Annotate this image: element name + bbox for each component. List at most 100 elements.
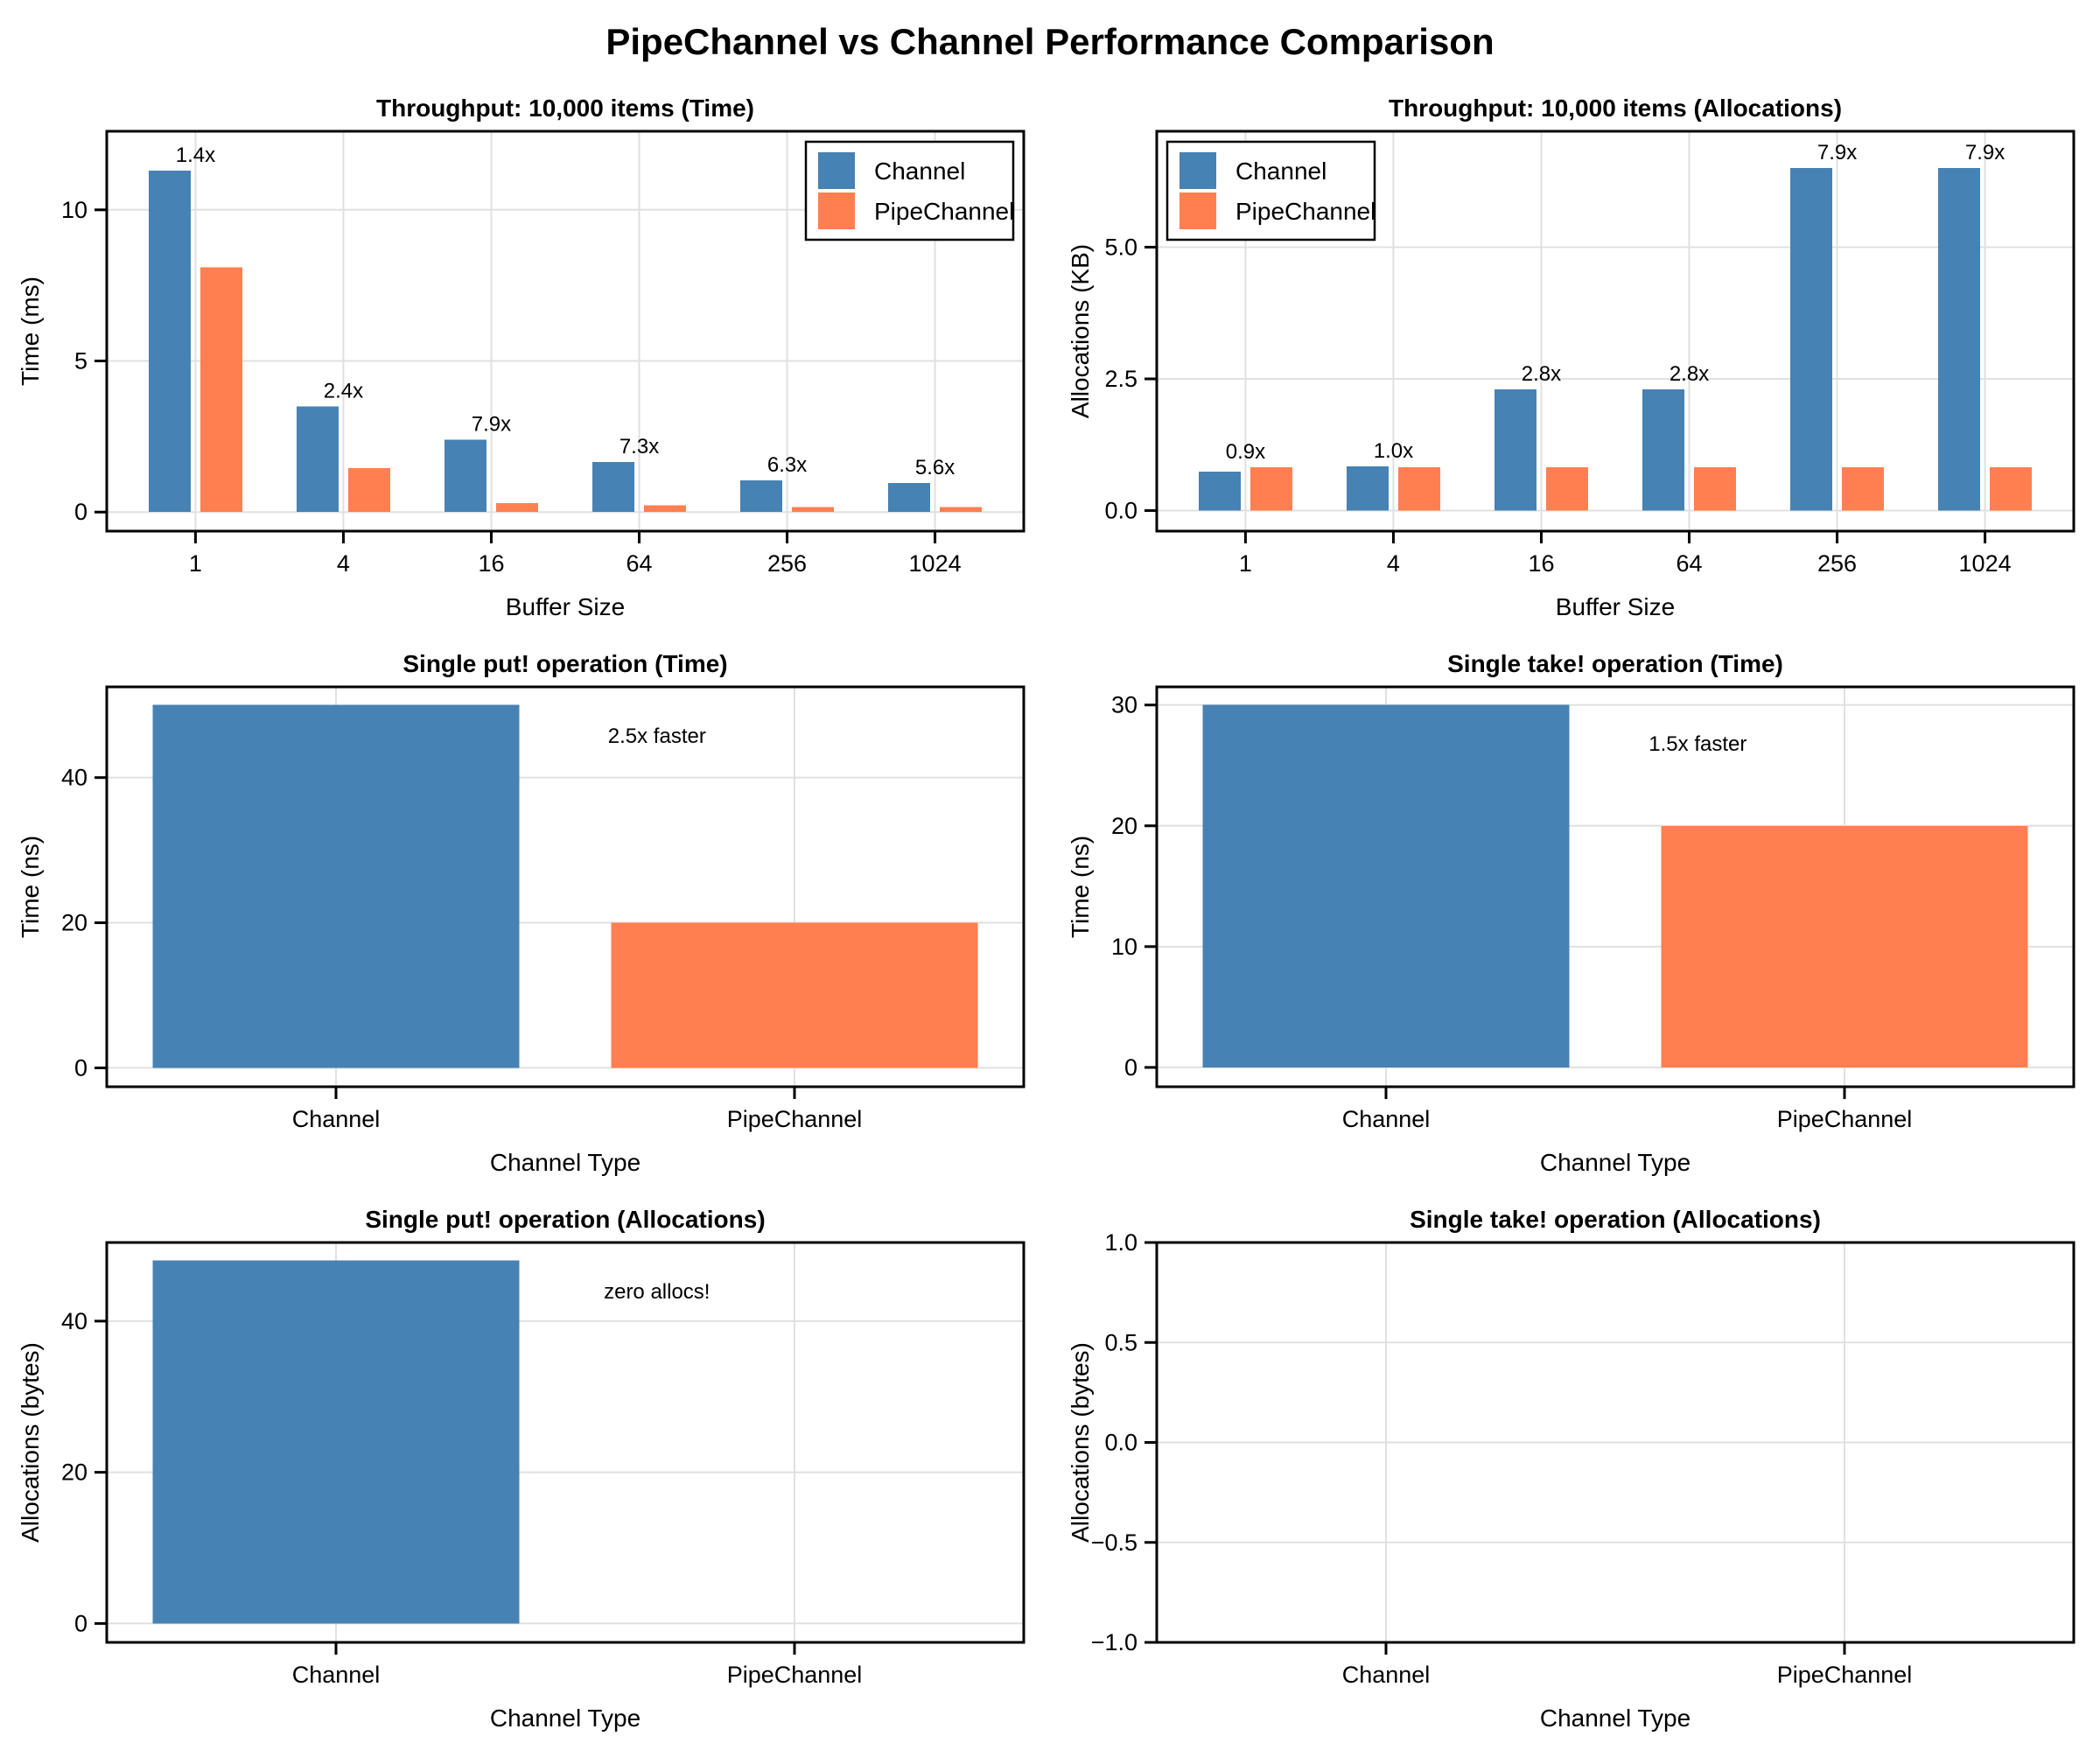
speedup-annotation: 1.0x bbox=[1374, 439, 1413, 463]
chart-put-allocations: zero allocs! 0 20 40 Channel PipeChannel Chann… bbox=[0, 1194, 1050, 1750]
y-tick-label: −1.0 bbox=[1091, 1629, 1138, 1656]
speedup-annotation: 7.9x bbox=[472, 412, 511, 436]
legend: Channel PipeChannel bbox=[1166, 140, 1376, 242]
y-tick-label: 0 bbox=[1124, 1054, 1138, 1081]
x-tick-label: 256 bbox=[767, 550, 807, 577]
x-tick-label: 16 bbox=[478, 550, 504, 577]
bar-channel-256 bbox=[1790, 168, 1833, 511]
bar-channel bbox=[152, 1260, 520, 1624]
y-tick-label: 0.0 bbox=[1104, 1430, 1138, 1456]
x-tick-label: 16 bbox=[1528, 550, 1554, 577]
bar-channel bbox=[1202, 704, 1570, 1068]
bar-pipechannel-256 bbox=[1842, 467, 1885, 511]
x-tick-label: Channel bbox=[1342, 1106, 1431, 1132]
charts-grid: 1.4x 2.4x 7.9x 7.3x 6.3x 5.6x 0 5 10 1 4 16 64 256 102… bbox=[0, 83, 2100, 1750]
note-annotation: zero allocs! bbox=[604, 1280, 710, 1304]
bar-channel-1024 bbox=[888, 483, 931, 513]
page-title: PipeChannel vs Channel Performance Compa… bbox=[606, 20, 1494, 62]
y-tick-label: 10 bbox=[61, 197, 88, 223]
plot-frame bbox=[105, 1241, 1026, 1644]
bar-pipechannel-4 bbox=[1397, 467, 1440, 511]
chart-svg: 2.5x faster 0 20 40 Channel PipeChannel Channe… bbox=[0, 639, 1050, 1194]
speedup-annotation: 1.4x bbox=[176, 144, 215, 167]
legend-swatch-channel bbox=[818, 152, 855, 189]
y-axis-label: Time (ns) bbox=[17, 836, 44, 938]
x-axis-label: Channel Type bbox=[1540, 1149, 1690, 1176]
legend-label-channel: Channel bbox=[874, 158, 965, 185]
plot-frame bbox=[1155, 130, 2076, 533]
y-tick-label: 30 bbox=[1111, 692, 1138, 718]
bar-channel-64 bbox=[1642, 389, 1685, 511]
chart-throughput-time: 1.4x 2.4x 7.9x 7.3x 6.3x 5.6x 0 5 10 1 4 16 64 256 102… bbox=[0, 83, 1050, 639]
y-tick-label: 1.0 bbox=[1104, 1229, 1138, 1256]
speedup-annotation: 2.8x bbox=[1522, 362, 1561, 386]
y-tick-label: 0 bbox=[74, 1054, 88, 1081]
legend-label-pipechannel: PipeChannel bbox=[874, 198, 1014, 225]
x-tick-label: 4 bbox=[1387, 550, 1400, 577]
plot-frame bbox=[105, 685, 1026, 1088]
y-tick-label: 5.0 bbox=[1104, 234, 1138, 260]
bar-pipechannel-1 bbox=[200, 267, 242, 513]
y-tick-label: 20 bbox=[61, 1460, 88, 1486]
plot-frame bbox=[105, 130, 1026, 533]
x-tick-label: Channel bbox=[292, 1106, 381, 1132]
chart-svg: 1.5x faster 0 10 20 30 Channel PipeChannel Chan… bbox=[1050, 639, 2100, 1194]
chart-title: Single take! operation (Allocations) bbox=[1410, 1206, 1821, 1233]
note-annotation: 2.5x faster bbox=[608, 724, 706, 748]
y-axis-label: Allocations (KB) bbox=[1067, 244, 1094, 418]
x-tick-label: PipeChannel bbox=[727, 1662, 863, 1688]
x-tick-label: PipeChannel bbox=[727, 1106, 863, 1132]
bar-channel-16 bbox=[1494, 389, 1536, 511]
speedup-annotation: 6.3x bbox=[767, 453, 807, 477]
bar-channel-16 bbox=[444, 439, 486, 513]
chart-take-allocations: −1.0 −0.5 0.0 0.5 1.0 Channel PipeChannel Chann… bbox=[1050, 1194, 2100, 1750]
speedup-annotation: 7.9x bbox=[1817, 141, 1857, 164]
x-axis-label: Buffer Size bbox=[506, 593, 625, 620]
bar-pipechannel bbox=[1661, 825, 2028, 1068]
chart-take-time: 1.5x faster 0 10 20 30 Channel PipeChannel Chan… bbox=[1050, 639, 2100, 1194]
y-tick-label: 40 bbox=[61, 1308, 88, 1334]
legend: Channel PipeChannel bbox=[804, 140, 1014, 242]
x-tick-label: Channel bbox=[1342, 1662, 1431, 1688]
chart-title: Throughput: 10,000 items (Allocations) bbox=[1389, 94, 1842, 122]
y-axis-label: Time (ns) bbox=[1067, 836, 1094, 938]
y-tick-label: 20 bbox=[61, 910, 88, 936]
chart-svg: 1.4x 2.4x 7.9x 7.3x 6.3x 5.6x 0 5 10 1 4 16 64 256 102… bbox=[0, 83, 1050, 639]
y-tick-label: 0 bbox=[74, 1610, 88, 1636]
x-tick-label: 1 bbox=[189, 550, 202, 577]
plot-frame bbox=[1155, 685, 2076, 1088]
x-tick-label: 64 bbox=[1676, 550, 1702, 577]
y-axis-label: Time (ms) bbox=[17, 276, 44, 386]
legend-swatch-channel bbox=[1180, 152, 1216, 189]
bar-pipechannel-64 bbox=[644, 505, 687, 513]
speedup-annotation: 7.9x bbox=[1965, 141, 2005, 164]
bar-pipechannel-16 bbox=[495, 502, 538, 513]
x-tick-label: 256 bbox=[1817, 550, 1857, 577]
bar-channel bbox=[152, 704, 520, 1068]
x-tick-label: 64 bbox=[626, 550, 652, 577]
y-axis-label: Allocations (bytes) bbox=[1067, 1342, 1094, 1543]
legend-swatch-pipechannel bbox=[1180, 192, 1216, 229]
bar-channel-256 bbox=[740, 480, 783, 513]
speedup-annotation: 2.4x bbox=[324, 379, 363, 402]
y-tick-label: 0.0 bbox=[1104, 498, 1138, 524]
bar-pipechannel-64 bbox=[1694, 467, 1737, 511]
chart-put-time: 2.5x faster 0 20 40 Channel PipeChannel Channe… bbox=[0, 639, 1050, 1194]
chart-title: Throughput: 10,000 items (Time) bbox=[376, 94, 754, 122]
x-tick-label: Channel bbox=[292, 1662, 381, 1688]
y-tick-label: 40 bbox=[61, 765, 88, 791]
x-axis-label: Channel Type bbox=[490, 1149, 640, 1176]
chart-title: Single put! operation (Time) bbox=[402, 650, 727, 677]
bar-channel-1 bbox=[1198, 471, 1241, 511]
bar-channel-4 bbox=[1346, 466, 1389, 511]
speedup-annotation: 5.6x bbox=[915, 456, 955, 480]
x-tick-label: PipeChannel bbox=[1777, 1662, 1913, 1688]
bar-channel-64 bbox=[592, 462, 635, 513]
chart-title: Single put! operation (Allocations) bbox=[365, 1206, 765, 1233]
x-axis-label: Channel Type bbox=[1540, 1704, 1690, 1732]
y-tick-label: 20 bbox=[1111, 813, 1138, 839]
x-axis-label: Channel Type bbox=[490, 1704, 640, 1732]
bar-pipechannel-1024 bbox=[940, 507, 983, 513]
chart-svg: 0.9x 1.0x 2.8x 2.8x 7.9x 7.9x 0.0 2.5 5.0 1 4 16 64 2… bbox=[1050, 83, 2100, 639]
